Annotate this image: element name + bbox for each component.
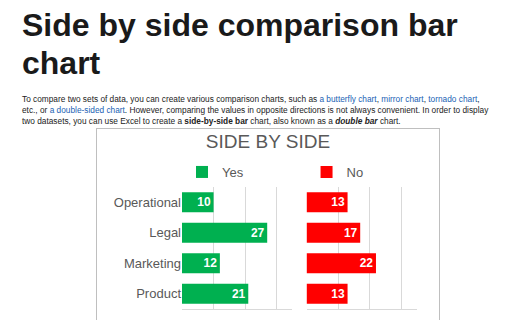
svg-text:Operational: Operational	[114, 195, 181, 210]
svg-text:Legal: Legal	[149, 225, 181, 240]
svg-text:27: 27	[251, 226, 265, 240]
svg-text:No: No	[347, 165, 364, 180]
svg-text:22: 22	[360, 256, 374, 270]
svg-text:13: 13	[331, 287, 345, 301]
svg-text:17: 17	[344, 226, 358, 240]
svg-text:13: 13	[331, 195, 345, 209]
svg-text:12: 12	[204, 256, 218, 270]
svg-text:Product: Product	[136, 286, 181, 301]
svg-text:21: 21	[232, 287, 246, 301]
html-text:Side by side comparison bar ch: Side by side comparison bar chart	[22, 7, 458, 81]
svg-text:SIDE BY SIDE: SIDE BY SIDE	[206, 131, 330, 152]
svg-text:Yes: Yes	[222, 165, 244, 180]
svg-text:Marketing: Marketing	[124, 256, 181, 271]
svg-text:10: 10	[197, 195, 211, 209]
html-text:To compare two sets of data, y: To compare two sets of data, you can cre…	[22, 94, 489, 126]
